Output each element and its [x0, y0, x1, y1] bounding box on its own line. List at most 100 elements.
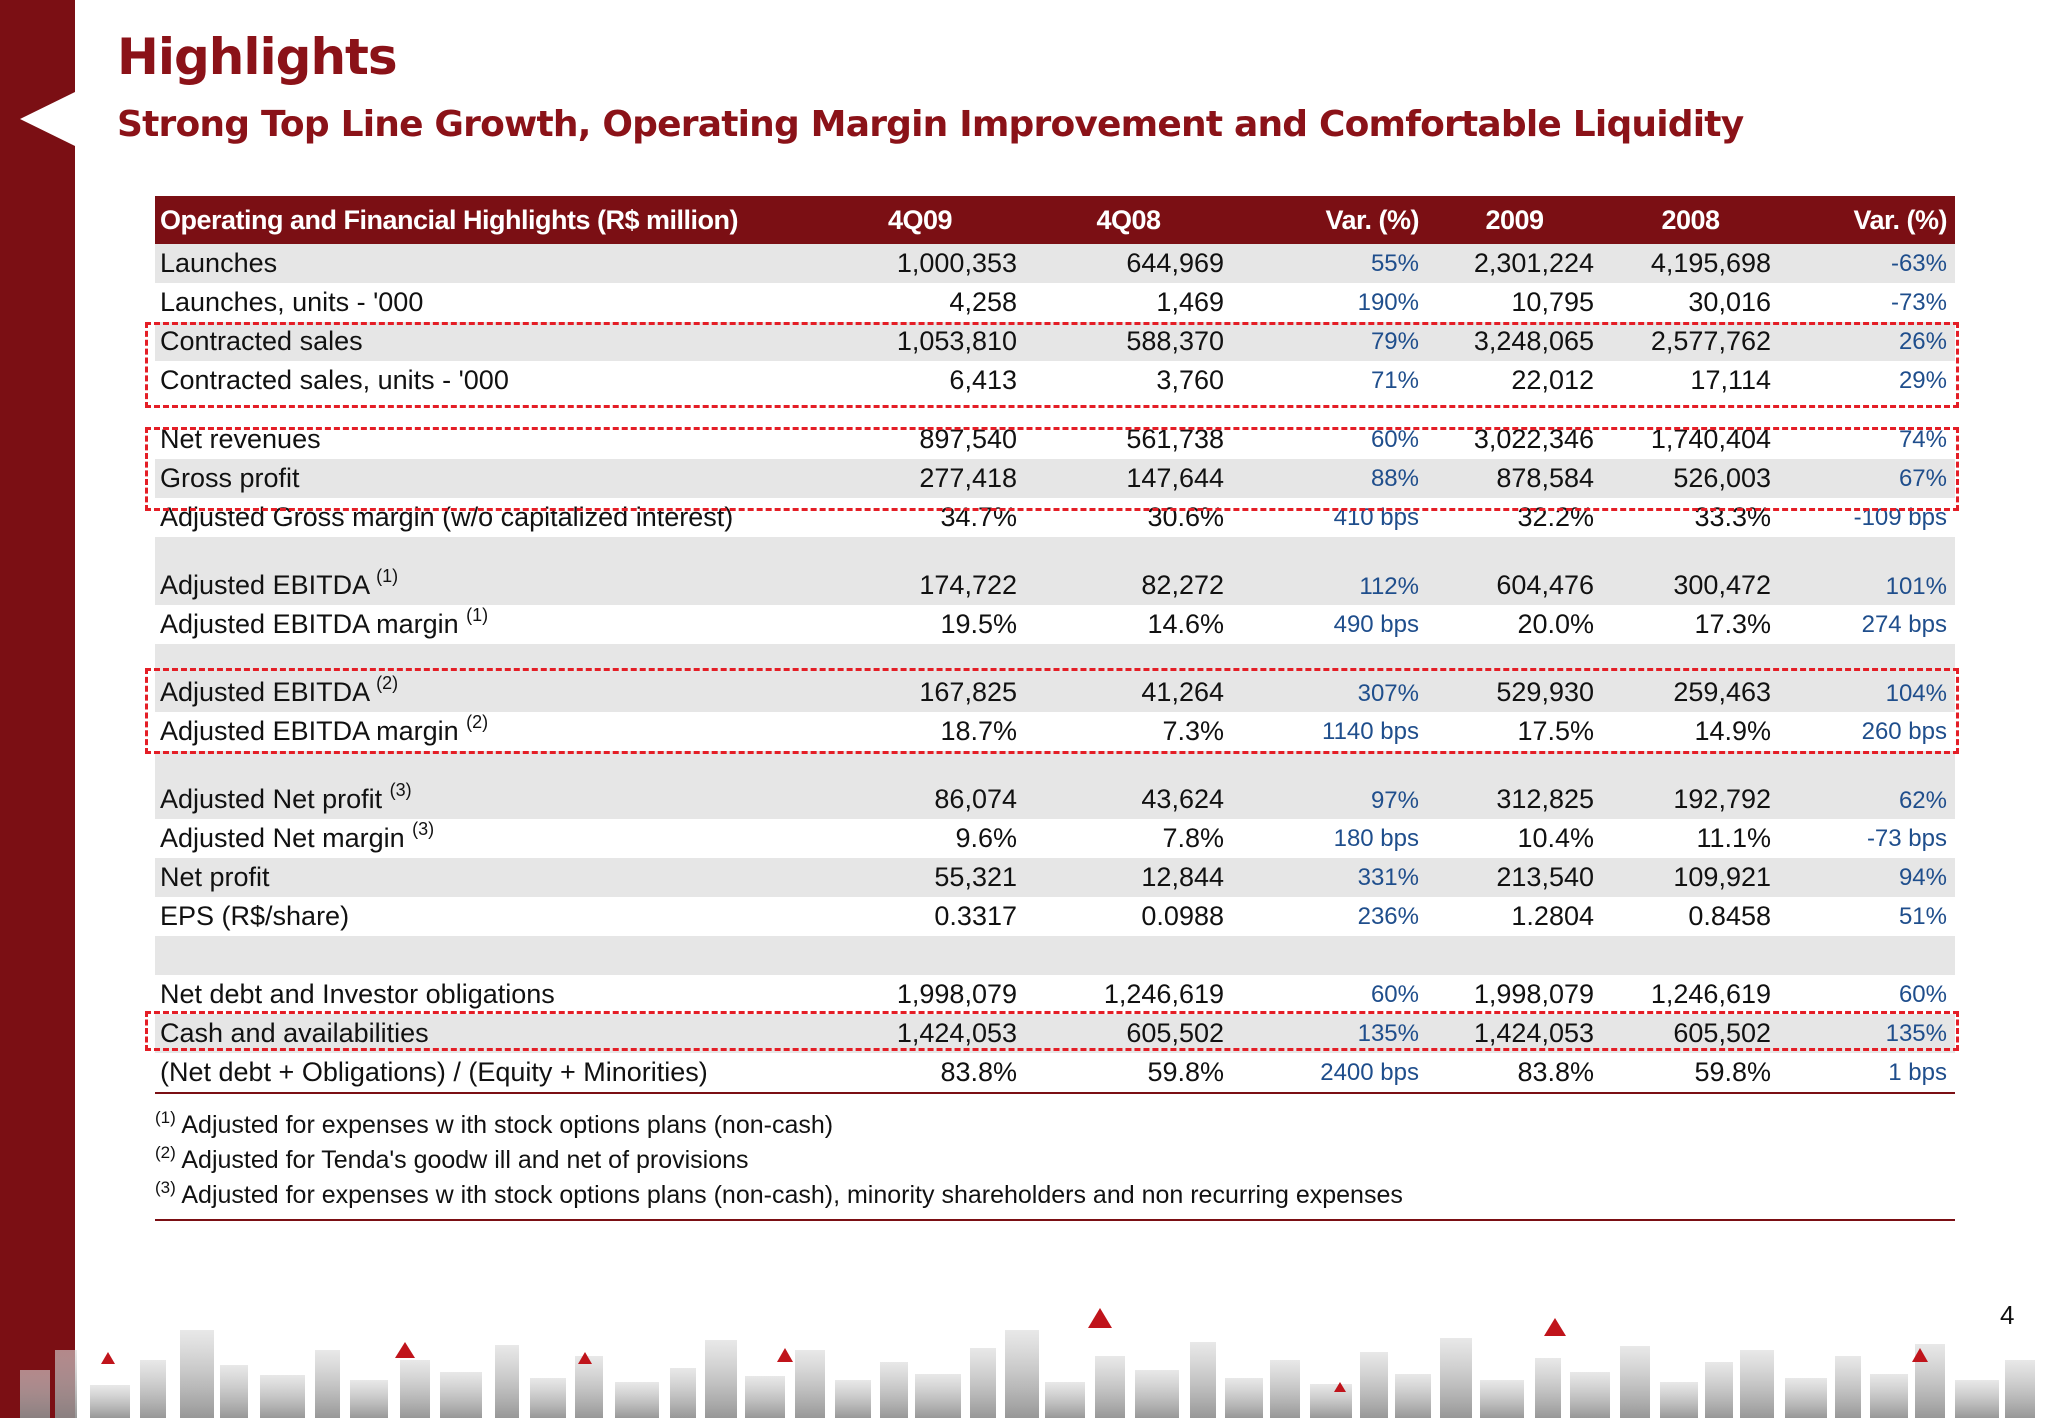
- cell-variance: 62%: [1779, 751, 1955, 819]
- footnote-text: Adjusted for Tenda's goodw ill and net o…: [181, 1146, 749, 1174]
- cell-value: 10.4%: [1517, 823, 1594, 853]
- footnote-mark: (2): [376, 673, 399, 693]
- cell-value: 59.8%: [1025, 1053, 1232, 1094]
- highlight-box-contracted-sales: [145, 322, 1959, 408]
- cell-value: 3,760: [1156, 365, 1224, 395]
- footnote-mark: (2): [466, 712, 489, 732]
- cell-variance: 71%: [1370, 366, 1419, 394]
- cell-value: 1,053,810: [815, 322, 1025, 361]
- table-row: Adjusted Net margin (3) 9.6% 7.8% 180 bp…: [155, 819, 1955, 858]
- row-label-text: Adjusted EBITDA: [160, 677, 369, 707]
- row-label: Launches: [155, 244, 815, 283]
- column-header-4q09: 4Q09: [815, 196, 1025, 244]
- row-label: Adjusted EBITDA (1): [155, 537, 815, 605]
- cell-value: 3,248,065: [1427, 322, 1602, 361]
- footnote-mark: (3): [155, 1178, 176, 1197]
- cell-value: 14.6%: [1147, 609, 1224, 639]
- cell-value: 174,722: [815, 537, 1025, 605]
- cell-variance: -63%: [1779, 244, 1955, 283]
- cell-variance: 79%: [1232, 322, 1427, 361]
- table-row: Cash and availabilities 1,424,053 605,50…: [155, 1014, 1955, 1053]
- cell-value: 109,921: [1602, 858, 1779, 897]
- column-header-var-year: Var. (%): [1779, 196, 1955, 244]
- cell-value: 605,502: [1025, 1014, 1232, 1053]
- cell-variance: 74%: [1898, 425, 1947, 453]
- cell-variance: 60%: [1898, 980, 1947, 1008]
- footnote-item: (1) Adjusted for expenses w ith stock op…: [155, 1108, 1955, 1143]
- row-label-text: Adjusted Net profit: [160, 784, 383, 814]
- cell-value: 192,792: [1602, 751, 1779, 819]
- cell-value: 167,825: [815, 644, 1025, 712]
- cell-value: 4,258: [949, 287, 1017, 317]
- row-label: Adjusted EBITDA margin (1): [155, 605, 815, 644]
- table-row: Net profit 55,321 12,844 331% 213,540 10…: [155, 858, 1955, 897]
- cell-value: 86,074: [815, 751, 1025, 819]
- cell-value: 83.8%: [815, 1053, 1025, 1094]
- row-label: Adjusted EBITDA (2): [155, 644, 815, 712]
- highlights-table: Operating and Financial Highlights (R$ m…: [155, 196, 1955, 1094]
- column-header-4q08: 4Q08: [1025, 196, 1232, 244]
- cell-value: 4,195,698: [1602, 244, 1779, 283]
- cell-value: 55,321: [815, 858, 1025, 897]
- cell-value: 1,000,353: [815, 244, 1025, 283]
- row-label: Net profit: [155, 858, 815, 897]
- cell-value: 605,502: [1602, 1014, 1779, 1053]
- cell-value: 1,246,619: [1650, 979, 1771, 1009]
- cell-value: 9.6%: [955, 823, 1017, 853]
- cell-value: 1.2804: [1511, 901, 1594, 931]
- cell-variance: 135%: [1779, 1014, 1955, 1053]
- table-row: Adjusted EBITDA (2) 167,825 41,264 307% …: [155, 644, 1955, 712]
- cell-variance: 2400 bps: [1232, 1053, 1427, 1094]
- cell-value: 213,540: [1427, 858, 1602, 897]
- footnote-item: (3) Adjusted for expenses w ith stock op…: [155, 1178, 1955, 1213]
- spacer-row: [155, 936, 1955, 975]
- cell-variance: 274 bps: [1861, 610, 1947, 638]
- row-label: Adjusted Net profit (3): [155, 751, 815, 819]
- page-number: 4: [2000, 1300, 2015, 1330]
- cell-value: 82,272: [1025, 537, 1232, 605]
- cell-value: 0.0988: [1141, 901, 1224, 931]
- cell-value: 10,795: [1511, 287, 1594, 317]
- cell-variance: 112%: [1232, 537, 1427, 605]
- cell-variance: 331%: [1232, 858, 1427, 897]
- cell-value: 2,577,762: [1602, 322, 1779, 361]
- cell-variance: 104%: [1779, 644, 1955, 712]
- cell-variance: -73 bps: [1866, 824, 1947, 852]
- cell-variance: 1140 bps: [1322, 717, 1419, 745]
- cell-variance: 490 bps: [1333, 610, 1419, 638]
- row-label: Adjusted Gross margin (w/o capitalized i…: [160, 502, 734, 532]
- cell-value: 1,424,053: [815, 1014, 1025, 1053]
- cell-variance: 190%: [1357, 288, 1419, 316]
- highlight-box-ebitda-adjusted: [145, 668, 1959, 754]
- cell-value: 0.3317: [934, 901, 1017, 931]
- cell-value: 1,469: [1156, 287, 1224, 317]
- cell-value: 83.8%: [1427, 1053, 1602, 1094]
- cell-value: 1,424,053: [1427, 1014, 1602, 1053]
- cell-value: 33.3%: [1694, 502, 1771, 532]
- highlight-box-revenues-profit: [145, 427, 1959, 511]
- row-label-text: Adjusted EBITDA: [160, 570, 369, 600]
- row-label: Contracted sales, units - '000: [160, 365, 509, 395]
- cell-value: 14.9%: [1694, 716, 1771, 746]
- cell-value: 11.1%: [1696, 823, 1771, 853]
- table-row: Launches 1,000,353 644,969 55% 2,301,224…: [155, 244, 1955, 283]
- column-header-2009: 2009: [1427, 196, 1602, 244]
- cell-value: 277,418: [815, 459, 1025, 498]
- table-row: (Net debt + Obligations) / (Equity + Min…: [155, 1053, 1955, 1094]
- footnote-mark: (1): [155, 1108, 176, 1127]
- cell-variance: 29%: [1898, 366, 1947, 394]
- cell-value: 22,012: [1511, 365, 1594, 395]
- row-label: Cash and availabilities: [155, 1014, 815, 1053]
- table-row: Contracted sales 1,053,810 588,370 79% 3…: [155, 322, 1955, 361]
- cell-value: 19.5%: [940, 609, 1017, 639]
- page-title: Highlights: [117, 28, 398, 86]
- cell-variance: 260 bps: [1861, 717, 1947, 745]
- row-label-text: Adjusted Net margin: [160, 823, 405, 853]
- cell-value: 20.0%: [1517, 609, 1594, 639]
- city-skyline-decoration: [20, 1308, 2035, 1418]
- cell-value: 7.3%: [1162, 716, 1224, 746]
- cell-variance: -73%: [1890, 288, 1947, 316]
- row-label: Adjusted EBITDA margin (2): [155, 712, 815, 751]
- cell-value: 604,476: [1427, 537, 1602, 605]
- row-label: EPS (R$/share): [160, 901, 350, 931]
